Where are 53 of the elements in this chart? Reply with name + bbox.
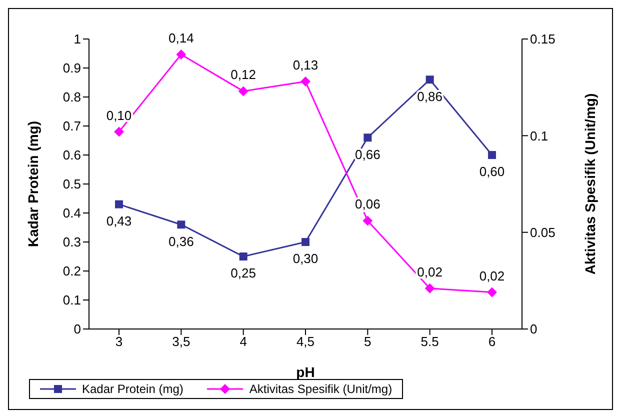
data-label: 0,10 [106,108,132,123]
x-tick-label: 4,5 [296,334,315,350]
data-label: 0,30 [292,251,318,266]
point [177,220,186,229]
x-tick-label: 5 [364,334,372,350]
y2-tick-label: 0.15 [530,32,556,47]
y-tick-label: 0 [74,322,81,337]
y2-tick-label: 0.1 [530,128,548,144]
point [300,76,310,87]
point [176,49,186,60]
y-tick-label: 0.4 [62,206,81,221]
legend-label: Aktivitas Spesifik (Unit/mg) [248,382,392,396]
data-label: 0,13 [292,58,318,73]
point [364,134,372,142]
y-tick-label: 0.6 [62,148,81,163]
y2-tick-label: 0 [530,322,538,337]
data-label: 0,02 [417,264,442,280]
y-tick-label: 1 [74,32,81,47]
x-tick-label: 5.5 [420,334,439,350]
data-label: 0,02 [479,268,505,284]
data-label: 0,60 [479,164,505,180]
point [424,283,435,294]
x-tick-label: 3,5 [172,334,190,350]
point [487,287,497,298]
y-tick-label: 0.8 [62,90,81,105]
data-label: 0,43 [106,214,132,229]
data-label: 0,36 [168,234,194,249]
y2-axis-title: Aktivitas Spesifik (Unit/mg) [582,93,598,275]
y-tick-label: 0.9 [62,60,81,76]
y-axis-title: Kadar Protein (mg) [24,120,41,248]
x-tick-label: 3 [115,334,123,350]
x-tick-label: 4 [240,334,247,350]
y-tick-label: 0.2 [62,264,81,279]
point [426,76,434,84]
point [239,252,248,260]
x-tick-label: 6 [488,334,496,350]
data-label: 0,12 [230,67,256,82]
x-axis-title: pH [296,364,315,380]
data-label: 0,14 [168,30,194,46]
data-label: 0,25 [230,266,256,281]
y2-tick-label: 0.05 [530,224,556,240]
legend-label: Kadar Protein (mg) [81,382,184,396]
point [238,86,248,96]
point [302,238,310,246]
y-tick-label: 0.7 [62,118,81,134]
point [362,216,373,226]
point [488,151,496,159]
y-tick-label: 0.5 [62,176,81,192]
point [115,200,123,208]
y-tick-label: 0.3 [62,234,81,250]
point [114,126,124,137]
data-label: 0,86 [417,88,442,104]
y-tick-label: 0.1 [62,292,81,308]
